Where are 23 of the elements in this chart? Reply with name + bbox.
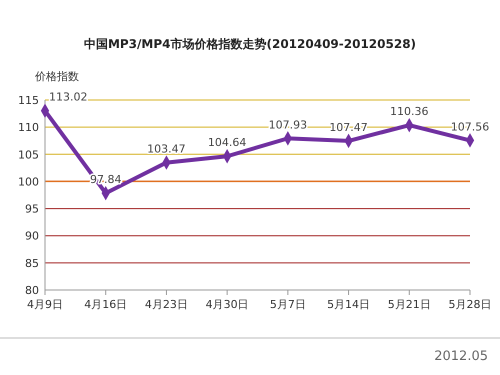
y-tick-label: 110 [18, 121, 39, 134]
x-tick-label: 4月16日 [84, 298, 128, 311]
x-tick-label: 4月30日 [206, 298, 249, 311]
data-label: 107.56 [450, 120, 490, 134]
x-tick-label: 5月28日 [448, 298, 492, 311]
y-tick-label: 80 [25, 284, 39, 297]
y-axis-title: 价格指数 [34, 70, 79, 83]
y-tick-label: 90 [25, 230, 39, 243]
text: 2012.05 [434, 349, 488, 364]
y-tick-label: 95 [25, 202, 39, 216]
x-tick-label: 5月7日 [270, 298, 306, 311]
data-label: 110.36 [390, 105, 429, 118]
x-tick-label: 4月23日 [144, 298, 188, 311]
y-tick-label: 100 [18, 175, 39, 188]
x-tick-label: 4月9日 [27, 298, 63, 311]
x-tick-label: 5月21日 [388, 298, 431, 311]
data-label: 103.47 [147, 142, 186, 156]
x-tick-label: 5月14日 [327, 298, 370, 311]
y-tick-label: 105 [18, 148, 39, 162]
chart-title: 中国MP3/MP4市场价格指数走势(20120409-20120528) [84, 37, 416, 51]
y-tick-label: 115 [18, 94, 39, 107]
data-label: 104.64 [208, 136, 246, 150]
y-tick-label: 85 [25, 256, 39, 270]
